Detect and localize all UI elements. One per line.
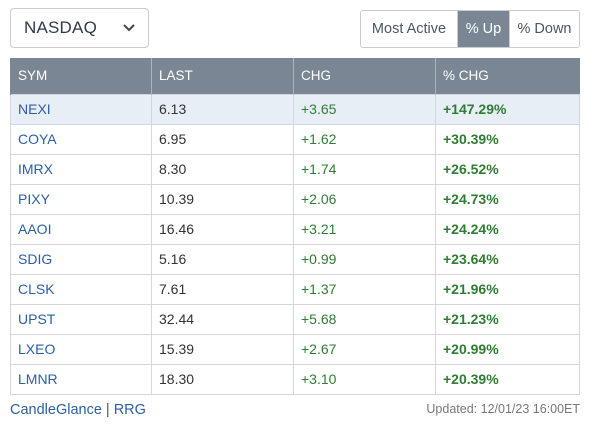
column-header-last: LAST (151, 58, 294, 94)
chevron-down-icon (122, 21, 136, 35)
table-row: AAOI 16.46 +3.21 +24.24% (10, 213, 580, 245)
updated-timestamp: Updated: 12/01/23 16:00ET (426, 402, 580, 416)
percent-change-value: +24.24% (435, 213, 580, 245)
last-price: 8.30 (151, 153, 294, 185)
symbol-link[interactable]: LMNR (10, 363, 152, 395)
footer-links: CandleGlance | RRG (10, 402, 146, 418)
table-row: NEXI 6.13 +3.65 +147.29% (10, 93, 580, 125)
candleglance-link[interactable]: CandleGlance (10, 402, 102, 418)
symbol-link[interactable]: LXEO (10, 333, 152, 365)
table-row: LMNR 18.30 +3.10 +20.39% (10, 363, 580, 395)
table-row: COYA 6.95 +1.62 +30.39% (10, 123, 580, 155)
last-price: 32.44 (151, 303, 294, 335)
change-value: +3.65 (293, 93, 436, 125)
footer-separator: | (105, 402, 110, 418)
last-price: 18.30 (151, 363, 294, 395)
last-price: 5.16 (151, 243, 294, 275)
percent-change-value: +21.23% (435, 303, 580, 335)
table-row: SDIG 5.16 +0.99 +23.64% (10, 243, 580, 275)
last-price: 15.39 (151, 333, 294, 365)
percent-change-value: +20.99% (435, 333, 580, 365)
filter-button-group: Most Active % Up % Down (360, 10, 580, 48)
percent-change-value: +24.73% (435, 183, 580, 215)
table-row: PIXY 10.39 +2.06 +24.73% (10, 183, 580, 215)
last-price: 10.39 (151, 183, 294, 215)
table-row: LXEO 15.39 +2.67 +20.99% (10, 333, 580, 365)
change-value: +1.37 (293, 273, 436, 305)
column-header-pct-chg: % CHG (435, 58, 580, 94)
symbol-link[interactable]: IMRX (10, 153, 152, 185)
column-header-chg: CHG (293, 58, 436, 94)
change-value: +3.21 (293, 213, 436, 245)
symbol-link[interactable]: AAOI (10, 213, 152, 245)
last-price: 16.46 (151, 213, 294, 245)
table-header-row: SYM LAST CHG % CHG (10, 58, 580, 94)
percent-up-button[interactable]: % Up (457, 11, 509, 47)
symbol-link[interactable]: COYA (10, 123, 152, 155)
movers-table: SYM LAST CHG % CHG NEXI 6.13 +3.65 +147.… (10, 58, 580, 395)
last-price: 7.61 (151, 273, 294, 305)
symbol-link[interactable]: NEXI (10, 93, 152, 125)
exchange-selected-value: NASDAQ (24, 18, 97, 37)
percent-change-value: +21.96% (435, 273, 580, 305)
percent-change-value: +147.29% (435, 93, 580, 125)
last-price: 6.95 (151, 123, 294, 155)
table-row: UPST 32.44 +5.68 +21.23% (10, 303, 580, 335)
column-header-sym: SYM (10, 58, 152, 94)
symbol-link[interactable]: UPST (10, 303, 152, 335)
change-value: +0.99 (293, 243, 436, 275)
percent-change-value: +30.39% (435, 123, 580, 155)
table-row: CLSK 7.61 +1.37 +21.96% (10, 273, 580, 305)
change-value: +1.74 (293, 153, 436, 185)
symbol-link[interactable]: CLSK (10, 273, 152, 305)
rrg-link[interactable]: RRG (113, 402, 146, 418)
most-active-button[interactable]: Most Active (361, 11, 457, 47)
symbol-link[interactable]: SDIG (10, 243, 152, 275)
last-price: 6.13 (151, 93, 294, 125)
percent-down-button[interactable]: % Down (509, 11, 579, 47)
table-row: IMRX 8.30 +1.74 +26.52% (10, 153, 580, 185)
exchange-dropdown[interactable]: NASDAQ (10, 8, 149, 48)
percent-change-value: +20.39% (435, 363, 580, 395)
change-value: +3.10 (293, 363, 436, 395)
change-value: +2.06 (293, 183, 436, 215)
change-value: +1.62 (293, 123, 436, 155)
percent-change-value: +26.52% (435, 153, 580, 185)
symbol-link[interactable]: PIXY (10, 183, 152, 215)
change-value: +2.67 (293, 333, 436, 365)
change-value: +5.68 (293, 303, 436, 335)
percent-change-value: +23.64% (435, 243, 580, 275)
